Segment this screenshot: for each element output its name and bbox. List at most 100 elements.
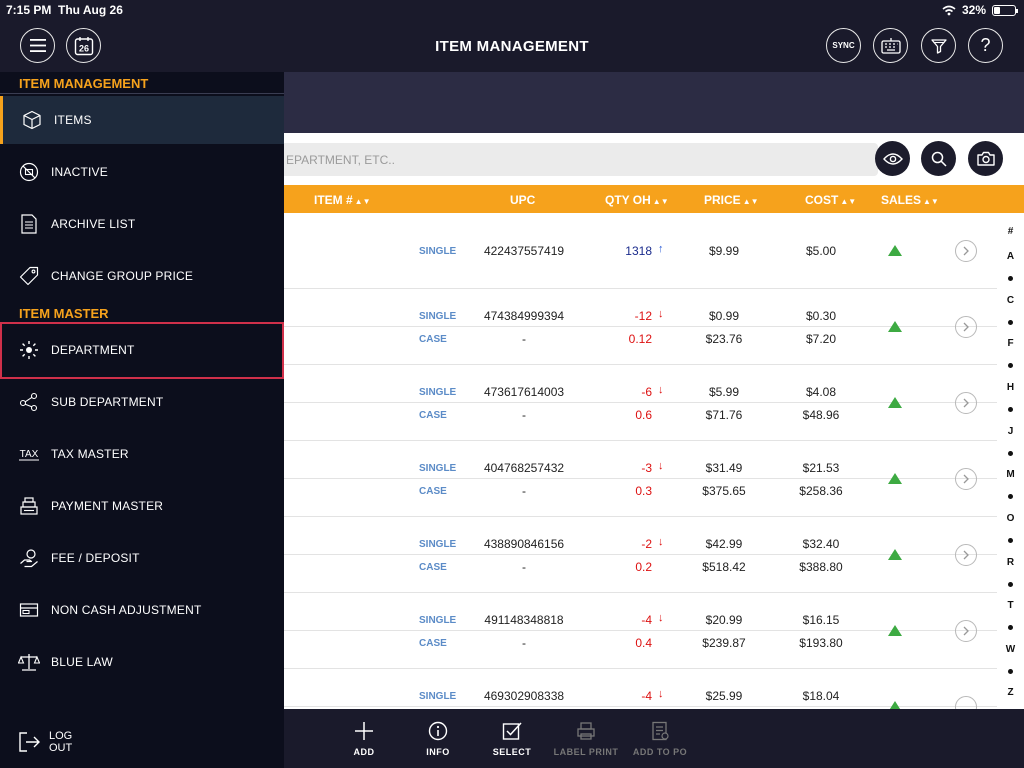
inactive-icon <box>18 161 40 183</box>
index-letter[interactable]: Z <box>1007 687 1014 698</box>
sidebar-item-non-cash-adjustment[interactable]: NON CASH ADJUSTMENT <box>0 586 284 634</box>
camera-button[interactable] <box>968 141 1003 176</box>
search-button[interactable] <box>921 141 956 176</box>
row-detail-button[interactable] <box>955 620 977 642</box>
table-row[interactable]: SINGLE 474384999394 -12 ↓ $0.99 $0.30 CA… <box>284 289 997 365</box>
sidebar-item-change-group-price[interactable]: CHANGE GROUP PRICE <box>0 252 284 300</box>
sidebar-item-inactive[interactable]: INACTIVE <box>0 148 284 196</box>
status-time: 7:15 PM <box>6 3 52 17</box>
search-input[interactable] <box>284 143 878 176</box>
index-letter[interactable]: # <box>1007 226 1014 237</box>
upc-value: 474384999394 <box>483 309 565 323</box>
table-header: ITEM # ▲▼ UPC QTY OH ▲▼ PRICE ▲▼ COST ▲▼ SAL… <box>284 185 1024 213</box>
cost-value: $21.53 <box>802 461 840 475</box>
sidebar-item-blue-law[interactable]: BLUE LAW <box>0 638 284 686</box>
sidebar-item-label: TAX MASTER <box>51 447 129 461</box>
uom-label: SINGLE <box>419 691 457 702</box>
sidebar-item-tax-master[interactable]: TAX TAX MASTER <box>0 430 284 478</box>
row-detail-button[interactable] <box>955 468 977 490</box>
index-letter[interactable]: F <box>1007 338 1014 349</box>
qty-value: 0.4 <box>635 636 652 650</box>
price-value: $9.99 <box>708 244 740 258</box>
row-line-single: SINGLE 474384999394 -12 ↓ $0.99 $0.30 <box>284 305 997 327</box>
alpha-index[interactable]: # A C F H J M O R T W Z <box>997 226 1024 704</box>
upc-value: - <box>522 636 526 650</box>
table-row[interactable]: SINGLE 438890846156 -2 ↓ $42.99 $32.40 C… <box>284 517 997 593</box>
view-toggle-button[interactable] <box>875 141 910 176</box>
index-letter[interactable]: M <box>1006 469 1015 480</box>
index-dot <box>1008 320 1013 325</box>
upc-value: - <box>522 408 526 422</box>
cost-value: $32.40 <box>802 537 840 551</box>
index-letter[interactable]: A <box>1006 251 1015 262</box>
column-qty-oh[interactable]: QTY OH ▲▼ <box>605 193 669 207</box>
sidebar-item-archive-list[interactable]: ARCHIVE LIST <box>0 200 284 248</box>
index-letter[interactable]: R <box>1006 557 1015 568</box>
status-bar: 7:15 PM Thu Aug 26 32% <box>0 0 1024 20</box>
qty-value: -3 <box>641 461 652 475</box>
qty-value: 0.2 <box>635 560 652 574</box>
logout-button[interactable]: LOG OUT <box>0 718 284 768</box>
sales-up-icon <box>888 473 902 484</box>
keyboard-button[interactable] <box>873 28 908 63</box>
select-button[interactable]: SELECT <box>472 709 552 768</box>
sync-button[interactable]: SYNC <box>826 28 861 63</box>
battery-icon <box>992 4 1018 16</box>
help-button[interactable]: ? <box>968 28 1003 63</box>
column-sales[interactable]: SALES ▲▼ <box>881 193 939 207</box>
add-button[interactable]: ADD <box>324 709 404 768</box>
cost-value: $5.00 <box>805 244 837 258</box>
index-dot <box>1008 538 1013 543</box>
index-dot <box>1008 276 1013 281</box>
row-detail-button[interactable] <box>955 544 977 566</box>
chevron-right-icon <box>963 550 969 560</box>
table-row[interactable]: SINGLE 422437557419 1318 ↑ $9.99 $5.00 <box>284 213 997 289</box>
price-value: $23.76 <box>705 332 743 346</box>
index-letter[interactable]: T <box>1007 600 1014 611</box>
section-item-management: ITEM MANAGEMENT <box>19 76 149 91</box>
label-print-button[interactable]: LABEL PRINT <box>546 709 626 768</box>
index-dot <box>1008 451 1013 456</box>
row-line-case: CASE - 0.4 $239.87 $193.80 <box>284 632 997 654</box>
qty-value: -4 <box>641 613 652 627</box>
row-detail-button[interactable] <box>955 392 977 414</box>
page-title: ITEM MANAGEMENT <box>435 38 589 55</box>
table-row[interactable]: SINGLE 473617614003 -6 ↓ $5.99 $4.08 CAS… <box>284 365 997 441</box>
uom-label: SINGLE <box>419 463 457 474</box>
index-letter[interactable]: J <box>1007 426 1014 437</box>
menu-button[interactable] <box>20 28 55 63</box>
info-button[interactable]: INFO <box>398 709 478 768</box>
sidebar-item-fee-deposit[interactable]: FEE / DEPOSIT <box>0 534 284 582</box>
row-detail-button[interactable] <box>955 240 977 262</box>
sidebar-item-sub-department[interactable]: SUB DEPARTMENT <box>0 378 284 426</box>
help-icon: ? <box>980 35 991 55</box>
sidebar-item-department[interactable]: DEPARTMENT <box>0 322 284 379</box>
qty-value: -4 <box>641 689 652 703</box>
index-letter[interactable]: O <box>1006 513 1015 524</box>
filter-button[interactable] <box>921 28 956 63</box>
logout-icon <box>18 731 40 753</box>
row-line-single: SINGLE 491148348818 -4 ↓ $20.99 $16.15 <box>284 609 997 631</box>
card-adjust-icon <box>18 599 40 621</box>
index-letter[interactable]: W <box>1005 644 1016 655</box>
chevron-right-icon <box>963 626 969 636</box>
add-to-po-button[interactable]: ADD TO PO <box>620 709 700 768</box>
eye-icon <box>882 152 903 165</box>
index-letter[interactable]: C <box>1006 295 1015 306</box>
row-line-single: SINGLE 438890846156 -2 ↓ $42.99 $32.40 <box>284 533 997 555</box>
index-letter[interactable]: H <box>1006 382 1015 393</box>
column-item-number[interactable]: ITEM # ▲▼ <box>314 193 371 207</box>
table-row[interactable]: SINGLE 491148348818 -4 ↓ $20.99 $16.15 C… <box>284 593 997 669</box>
row-line-case: CASE - 0.12 $23.76 $7.20 <box>284 328 997 350</box>
table-row[interactable]: SINGLE 469302908338 -4 ↓ $25.99 $18.04 <box>284 669 997 709</box>
column-price[interactable]: PRICE ▲▼ <box>704 193 759 207</box>
sidebar-item-label: SUB DEPARTMENT <box>51 395 164 409</box>
table-row[interactable]: SINGLE 404768257432 -3 ↓ $31.49 $21.53 C… <box>284 441 997 517</box>
info-icon <box>427 720 449 742</box>
calendar-button[interactable]: 26 <box>66 28 101 63</box>
row-detail-button[interactable] <box>955 316 977 338</box>
sidebar-item-items[interactable]: ITEMS <box>0 96 284 144</box>
qty-value: -2 <box>641 537 652 551</box>
sidebar-item-payment-master[interactable]: PAYMENT MASTER <box>0 482 284 530</box>
column-cost[interactable]: COST ▲▼ <box>805 193 857 207</box>
